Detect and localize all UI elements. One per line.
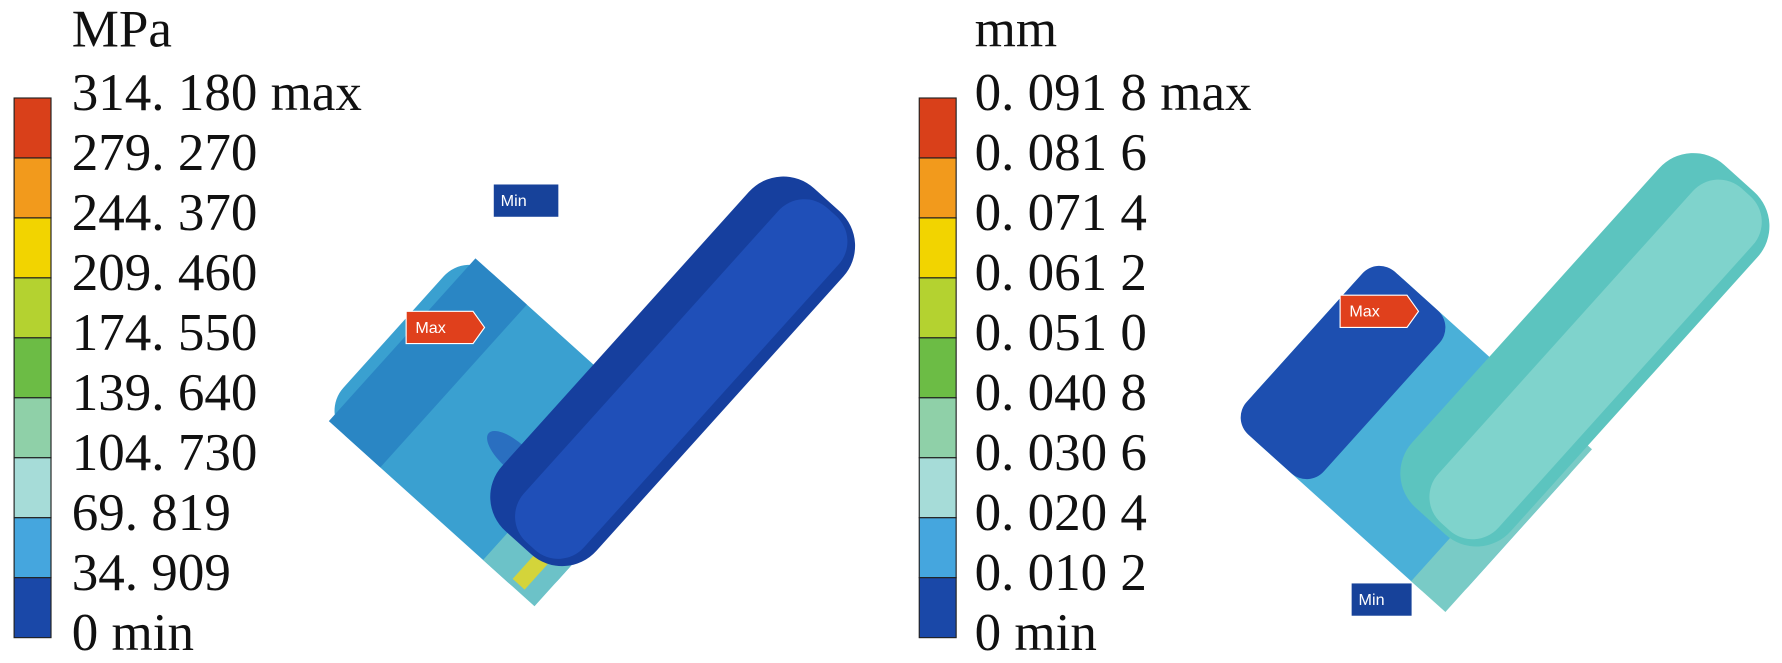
color-band	[918, 577, 957, 639]
unit-label: mm	[975, 1, 1057, 59]
max-marker: Max	[1339, 294, 1420, 329]
color-band	[918, 337, 957, 399]
legend-label: 0. 071 4	[975, 184, 1147, 242]
legend-label: 0. 091 8 max	[975, 64, 1252, 122]
unit-label: MPa	[72, 1, 172, 59]
color-band	[13, 217, 52, 279]
legend-label: 69. 819	[72, 484, 231, 542]
min-marker: Min	[1351, 583, 1412, 616]
legend-label: 0. 061 2	[975, 244, 1147, 302]
color-band	[918, 397, 957, 459]
max-label: Max	[415, 319, 445, 337]
color-band	[918, 157, 957, 219]
min-label: Min	[1359, 591, 1385, 609]
color-band	[13, 157, 52, 219]
legend-label: 0 min	[975, 604, 1097, 662]
min-marker: Min	[493, 184, 559, 217]
legend-label: 0. 081 6	[975, 124, 1147, 182]
max-label: Max	[1349, 303, 1379, 321]
legend-label: 0. 010 2	[975, 544, 1147, 602]
stress-model	[328, 176, 856, 607]
legend-label: 0. 020 4	[975, 484, 1147, 542]
color-band	[918, 217, 957, 279]
displacement-model	[1240, 153, 1770, 613]
legend-label: 139. 640	[72, 364, 258, 422]
legend-label: 314. 180 max	[72, 64, 362, 122]
color-band	[918, 517, 957, 579]
color-band	[13, 577, 52, 639]
max-marker: Max	[405, 310, 486, 345]
color-band	[13, 517, 52, 579]
legend-label: 0. 030 6	[975, 424, 1147, 482]
legend-label: 0. 040 8	[975, 364, 1147, 422]
legend-label: 279. 270	[72, 124, 258, 182]
legend-label: 174. 550	[72, 304, 258, 362]
color-band	[918, 97, 957, 159]
legend-label: 0. 051 0	[975, 304, 1147, 362]
color-band	[13, 97, 52, 159]
color-band	[13, 337, 52, 399]
legend-label: 34. 909	[72, 544, 231, 602]
color-band	[13, 457, 52, 519]
color-band	[13, 397, 52, 459]
color-band	[918, 457, 957, 519]
legend-label: 0 min	[72, 604, 194, 662]
min-label: Min	[501, 192, 527, 210]
legend-label: 104. 730	[72, 424, 258, 482]
color-band	[918, 277, 957, 339]
legend-label: 209. 460	[72, 244, 258, 302]
legend-label: 244. 370	[72, 184, 258, 242]
color-band	[13, 277, 52, 339]
